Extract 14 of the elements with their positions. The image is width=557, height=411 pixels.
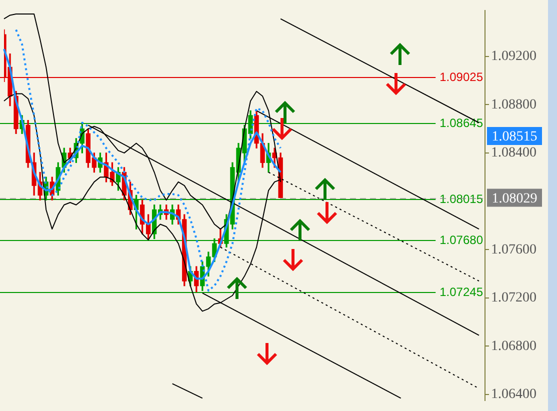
ref-line-label: 1.07245 <box>440 284 484 299</box>
ref-line-label: 1.08645 <box>440 116 484 130</box>
text: 1.08515 <box>492 130 538 145</box>
ref-line-label: 1.07680 <box>440 232 484 247</box>
y-tick-label: 1.07200 <box>491 290 536 306</box>
y-tick-label: 1.08800 <box>491 97 536 112</box>
y-tick-label: 1.06800 <box>491 338 536 354</box>
y-tick-label: 1.07600 <box>491 242 536 258</box>
y-tick-label: 1.06400 <box>491 387 536 402</box>
ref-line-label: 1.09025 <box>440 70 484 84</box>
y-tick-label: 1.09200 <box>491 48 536 64</box>
ref-line-label: 1.08029 <box>492 191 538 206</box>
ref-line-label: 1.08015 <box>440 192 484 206</box>
y-tick-label: 1.08400 <box>491 146 536 161</box>
